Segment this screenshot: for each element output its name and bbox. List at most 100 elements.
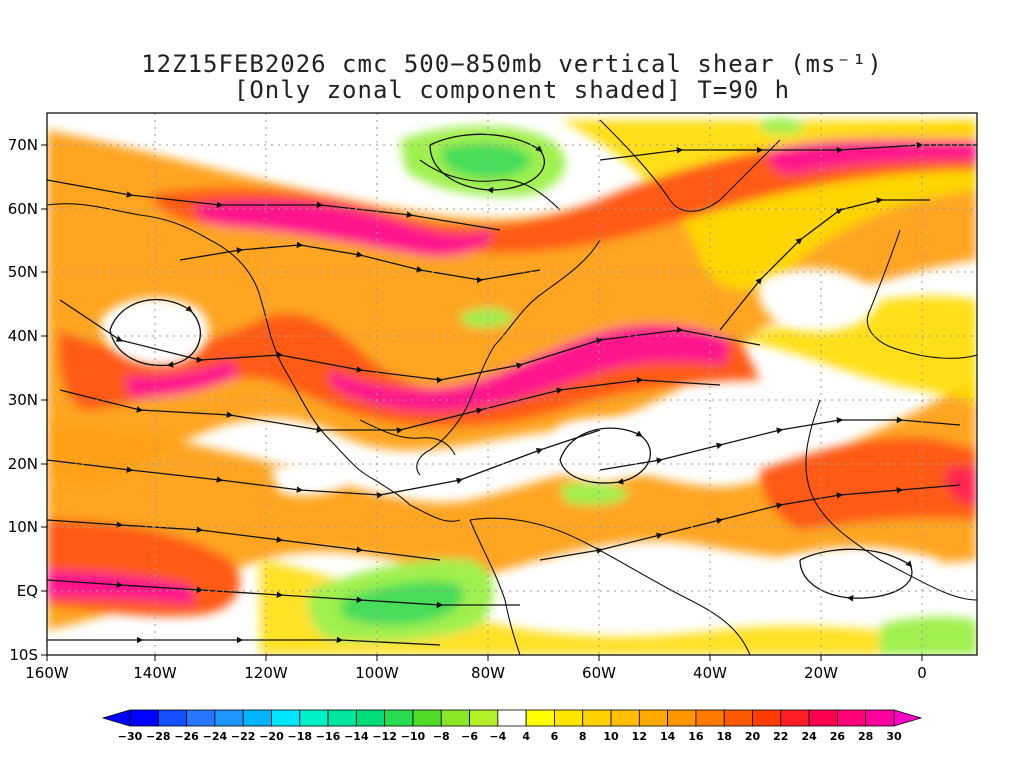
colorbar-box [186, 709, 216, 727]
coast-south-america [469, 517, 751, 655]
colorbar-box [157, 709, 188, 727]
colorbar-label: 22 [773, 730, 788, 743]
lon-label: 160W [25, 664, 69, 682]
streamline [47, 179, 501, 231]
streamline [429, 133, 546, 194]
colorbar-box [610, 709, 640, 727]
gridlines [47, 113, 977, 655]
colorbar-label: 14 [660, 730, 676, 743]
colorbar-box [695, 709, 725, 727]
lat-label: 70N [8, 136, 38, 154]
streamline [47, 579, 520, 609]
lat-label: 30N [8, 391, 38, 409]
lat-label: 10S [9, 646, 38, 664]
colorbar-label: −16 [316, 730, 341, 743]
streamline [47, 429, 601, 499]
colorbar-box [667, 709, 697, 727]
field-easterly-greenland [760, 117, 805, 135]
longitude-labels: 160W 140W 120W 100W 80W 60W 40W 20W 0 [25, 664, 927, 682]
streamline [719, 197, 930, 331]
colorbar-box [723, 709, 753, 727]
lon-label: 40W [693, 664, 727, 682]
colorbar-label: 8 [579, 730, 587, 743]
colorbar-box [525, 709, 555, 727]
colorbar-label: 12 [632, 730, 647, 743]
latitude-labels: 70N 60N 50N 40N 30N 20N 10N EQ 10S [8, 136, 38, 664]
colorbar: −30 −28 −26 −24 −22 −20 −18 −16 −14 −12 −10 −8 −6 −4 4… [101, 709, 923, 743]
colorbar-label: −30 [118, 730, 143, 743]
colorbar-label: −12 [372, 730, 397, 743]
lat-label: 50N [8, 263, 38, 281]
colorbar-box [412, 709, 442, 727]
colorbar-label: 4 [522, 730, 530, 743]
colorbar-label: 28 [858, 730, 873, 743]
streamline [47, 636, 441, 646]
colorbar-label: −10 [401, 730, 426, 743]
lat-label: 20N [8, 455, 38, 473]
colorbar-label: −22 [231, 730, 256, 743]
colorbar-label: 24 [801, 730, 817, 743]
lon-label: 100W [355, 664, 399, 682]
colorbar-box [129, 709, 159, 727]
colorbar-box [752, 709, 782, 727]
colorbar-label: 20 [745, 730, 761, 743]
colorbar-low-triangle [101, 709, 131, 727]
streamline [559, 427, 651, 485]
streamline [59, 299, 761, 384]
lon-label: 60W [582, 664, 616, 682]
colorbar-label: −18 [288, 730, 313, 743]
field-moderate-south [47, 380, 977, 630]
colorbar-box [780, 709, 810, 727]
lat-label: 10N [8, 518, 38, 536]
colorbar-box [582, 709, 612, 727]
chart-title-line1: 12Z15FEB2026 cmc 500−850mb vertical shea… [141, 50, 883, 78]
colorbar-box [440, 709, 470, 727]
colorbar-label: −26 [174, 730, 199, 743]
streamline [59, 376, 721, 434]
streamline [109, 298, 201, 368]
colorbar-box [837, 709, 867, 727]
plot-frame [46, 112, 978, 656]
colorbar-label: −4 [489, 730, 506, 743]
streamline [179, 241, 541, 284]
colorbar-label: −8 [433, 730, 450, 743]
field-jet-core-east [945, 466, 977, 505]
colorbar-box [469, 709, 499, 727]
lat-label: 40N [8, 327, 38, 345]
colorbar-box [299, 709, 329, 727]
lon-label: 20W [804, 664, 838, 682]
colorbar-label: −24 [203, 730, 228, 743]
colorbar-box [638, 709, 669, 727]
streamline [599, 416, 961, 471]
coast-south-america-west [469, 519, 521, 655]
streamline [799, 548, 913, 602]
colorbar-label: 6 [551, 730, 559, 743]
streamline [47, 519, 441, 561]
colorbar-label: −14 [344, 730, 369, 743]
tick-marks [41, 144, 923, 661]
colorbar-label: −20 [259, 730, 284, 743]
lon-label: 80W [471, 664, 505, 682]
streamlines [47, 133, 977, 646]
lon-label: 140W [133, 664, 177, 682]
colorbar-box [327, 709, 357, 727]
colorbar-label: 18 [717, 730, 732, 743]
colorbar-box [865, 709, 895, 727]
lon-label: 0 [917, 664, 927, 682]
colorbar-label: 16 [688, 730, 704, 743]
colorbar-label: −28 [146, 730, 171, 743]
streamline [539, 484, 961, 561]
colorbar-label: 26 [830, 730, 846, 743]
field-easterly-se [880, 616, 977, 655]
colorbar-box [384, 709, 414, 727]
colorbar-box [271, 709, 301, 727]
chart-title-line2: [Only zonal component shaded] T=90 h [233, 76, 791, 104]
colorbar-box [214, 709, 244, 727]
colorbar-label: 10 [603, 730, 619, 743]
coast-europe [866, 229, 977, 359]
colorbar-box [497, 709, 527, 727]
colorbar-label: 30 [886, 730, 902, 743]
colorbar-box [808, 709, 838, 727]
colorbar-high-triangle [893, 709, 923, 727]
